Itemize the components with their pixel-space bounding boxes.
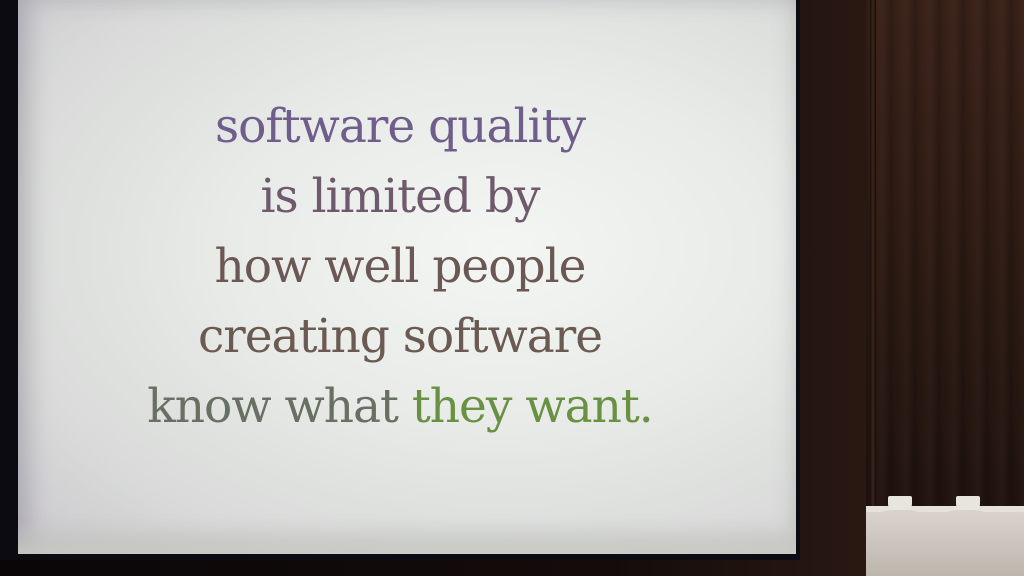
table-edge: [866, 506, 1024, 514]
saucer: [880, 510, 920, 516]
saucer: [946, 510, 986, 516]
projection-screen: [18, 0, 796, 554]
quote-line-5-end: they want.: [411, 379, 654, 434]
curtain-pole: [870, 0, 876, 576]
quote-line-5-start: know what: [147, 379, 412, 434]
cup-icon: [956, 496, 980, 510]
quote-line-2: is limited by: [260, 169, 540, 224]
quote-line-3: how well people: [214, 239, 587, 294]
cup-icon: [888, 496, 912, 510]
curtain: [866, 0, 1024, 576]
table: [866, 512, 1024, 576]
screen-bottom-edge: [18, 520, 796, 554]
quote-line-5: know what they want.: [40, 372, 760, 442]
slide-quote: software quality is limited by how well …: [40, 92, 760, 442]
quote-line-4: creating software: [197, 309, 603, 364]
quote-line-1: software quality: [214, 99, 586, 154]
